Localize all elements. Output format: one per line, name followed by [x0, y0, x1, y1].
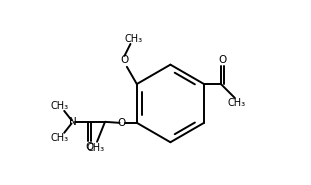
Text: CH₃: CH₃ [50, 101, 68, 111]
Text: CH₃: CH₃ [228, 98, 246, 108]
Text: CH₃: CH₃ [87, 143, 105, 153]
Text: O: O [120, 55, 129, 65]
Text: N: N [69, 117, 77, 127]
Text: CH₃: CH₃ [50, 133, 68, 143]
Text: O: O [118, 118, 126, 128]
Text: O: O [218, 55, 226, 65]
Text: CH₃: CH₃ [124, 34, 142, 44]
Text: O: O [85, 142, 94, 152]
